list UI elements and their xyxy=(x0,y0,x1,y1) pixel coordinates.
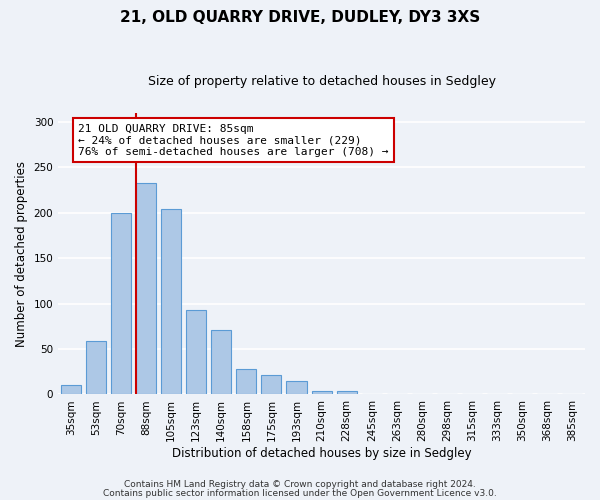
Bar xyxy=(61,386,81,394)
Bar xyxy=(262,376,281,394)
Bar xyxy=(211,330,231,394)
Bar xyxy=(236,369,256,394)
Bar xyxy=(161,209,181,394)
Bar xyxy=(136,182,156,394)
Y-axis label: Number of detached properties: Number of detached properties xyxy=(15,160,28,346)
Bar xyxy=(111,212,131,394)
Bar xyxy=(286,381,307,394)
Bar xyxy=(86,341,106,394)
Text: Contains public sector information licensed under the Open Government Licence v3: Contains public sector information licen… xyxy=(103,488,497,498)
X-axis label: Distribution of detached houses by size in Sedgley: Distribution of detached houses by size … xyxy=(172,447,472,460)
Text: Contains HM Land Registry data © Crown copyright and database right 2024.: Contains HM Land Registry data © Crown c… xyxy=(124,480,476,489)
Text: 21, OLD QUARRY DRIVE, DUDLEY, DY3 3XS: 21, OLD QUARRY DRIVE, DUDLEY, DY3 3XS xyxy=(120,10,480,25)
Title: Size of property relative to detached houses in Sedgley: Size of property relative to detached ho… xyxy=(148,75,496,88)
Bar xyxy=(337,391,357,394)
Bar xyxy=(186,310,206,394)
Text: 21 OLD QUARRY DRIVE: 85sqm
← 24% of detached houses are smaller (229)
76% of sem: 21 OLD QUARRY DRIVE: 85sqm ← 24% of deta… xyxy=(78,124,389,157)
Bar xyxy=(311,391,332,394)
